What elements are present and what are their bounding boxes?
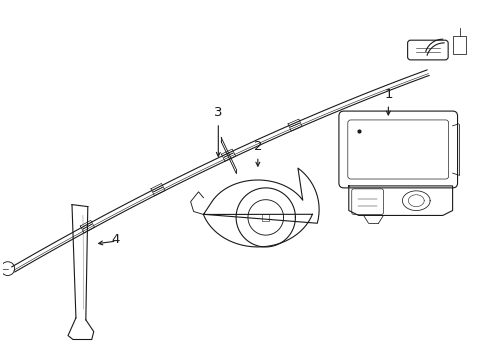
Bar <box>262 214 269 221</box>
Text: 2: 2 <box>253 140 262 153</box>
Text: 1: 1 <box>383 88 392 101</box>
Text: 4: 4 <box>111 233 119 246</box>
Text: 3: 3 <box>214 106 222 119</box>
Bar <box>452 36 466 54</box>
